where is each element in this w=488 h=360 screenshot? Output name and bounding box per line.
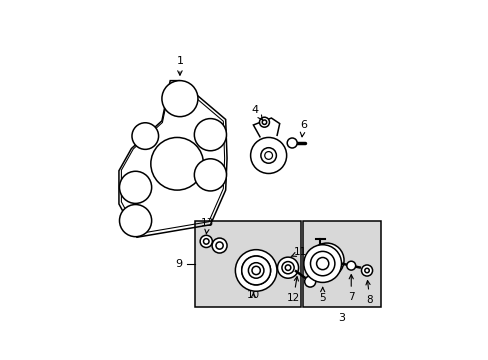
Text: 8: 8 bbox=[365, 280, 372, 305]
Circle shape bbox=[304, 276, 315, 287]
Circle shape bbox=[250, 138, 286, 174]
Text: 6: 6 bbox=[299, 120, 306, 137]
Circle shape bbox=[132, 123, 158, 149]
Circle shape bbox=[203, 239, 208, 244]
Bar bbox=[303, 221, 380, 307]
Circle shape bbox=[241, 256, 270, 285]
Circle shape bbox=[303, 245, 341, 283]
Text: 10: 10 bbox=[246, 291, 260, 301]
Circle shape bbox=[194, 118, 226, 151]
Circle shape bbox=[309, 243, 344, 278]
Text: 11: 11 bbox=[290, 247, 306, 257]
Circle shape bbox=[216, 242, 223, 249]
Circle shape bbox=[282, 262, 293, 274]
Text: 1: 1 bbox=[176, 56, 183, 75]
Circle shape bbox=[212, 238, 226, 253]
Text: 4: 4 bbox=[251, 105, 262, 120]
Circle shape bbox=[277, 257, 298, 278]
Circle shape bbox=[364, 268, 368, 273]
Circle shape bbox=[346, 261, 355, 270]
Circle shape bbox=[260, 148, 276, 163]
Text: 12: 12 bbox=[286, 276, 300, 303]
Circle shape bbox=[285, 265, 290, 270]
Circle shape bbox=[259, 117, 269, 127]
Circle shape bbox=[315, 249, 337, 271]
Text: 2: 2 bbox=[197, 177, 214, 191]
Circle shape bbox=[361, 265, 372, 276]
Circle shape bbox=[241, 256, 270, 285]
Circle shape bbox=[119, 204, 151, 237]
Text: 5: 5 bbox=[319, 287, 325, 303]
Circle shape bbox=[262, 120, 266, 125]
Bar bbox=[195, 221, 300, 307]
Circle shape bbox=[235, 249, 276, 291]
Circle shape bbox=[310, 251, 334, 276]
Circle shape bbox=[248, 263, 264, 278]
Text: 7: 7 bbox=[347, 275, 354, 302]
Circle shape bbox=[150, 138, 203, 190]
Text: 13: 13 bbox=[201, 219, 214, 234]
Circle shape bbox=[316, 257, 328, 270]
Circle shape bbox=[194, 159, 226, 191]
Circle shape bbox=[264, 152, 272, 159]
Circle shape bbox=[162, 81, 198, 117]
Text: 3: 3 bbox=[338, 312, 345, 323]
Circle shape bbox=[251, 266, 260, 275]
Text: 9: 9 bbox=[175, 258, 182, 269]
Circle shape bbox=[286, 138, 297, 148]
Circle shape bbox=[200, 235, 212, 247]
Circle shape bbox=[119, 171, 151, 203]
